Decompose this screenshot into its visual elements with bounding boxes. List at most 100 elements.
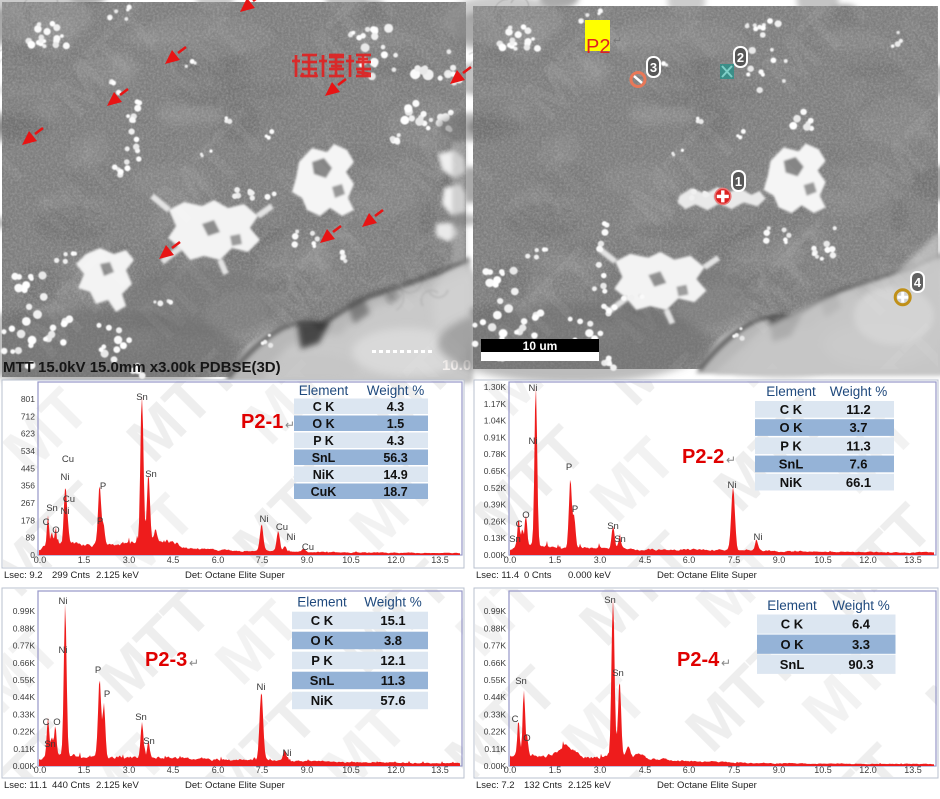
svg-text:12.0: 12.0	[859, 765, 877, 775]
svg-text:13.5: 13.5	[431, 765, 449, 775]
svg-text:Ni: Ni	[61, 472, 70, 483]
svg-text:Ni: Ni	[59, 645, 68, 656]
svg-text:3.7: 3.7	[849, 420, 867, 435]
svg-text:P2-3: P2-3	[145, 649, 187, 671]
svg-text:↵: ↵	[613, 35, 622, 47]
svg-text:Ni: Ni	[529, 383, 538, 394]
svg-text:0 Cnts: 0 Cnts	[524, 570, 552, 581]
svg-text:Ni: Ni	[283, 748, 292, 759]
svg-text:Weight %: Weight %	[832, 598, 890, 613]
svg-text:Sn: Sn	[136, 392, 148, 403]
svg-text:267: 267	[21, 498, 35, 508]
svg-text:0.52K: 0.52K	[484, 483, 507, 493]
svg-text:9.0: 9.0	[301, 555, 314, 565]
svg-text:7.6: 7.6	[849, 457, 867, 472]
svg-text:12.1: 12.1	[380, 653, 405, 668]
svg-text:0.91K: 0.91K	[484, 432, 507, 442]
svg-text:Ni: Ni	[61, 506, 70, 517]
svg-text:4.5: 4.5	[167, 555, 180, 565]
svg-text:Element: Element	[299, 383, 349, 398]
svg-text:SnL: SnL	[780, 657, 805, 672]
svg-text:Lsec: 9.2: Lsec: 9.2	[4, 570, 43, 581]
svg-text:0.88K: 0.88K	[484, 623, 507, 633]
svg-text:9.0: 9.0	[773, 555, 786, 565]
svg-text:Sn: Sn	[46, 503, 58, 514]
svg-text:P K: P K	[780, 438, 802, 453]
svg-text:0.77K: 0.77K	[13, 641, 36, 651]
svg-text:1.5: 1.5	[78, 765, 91, 775]
svg-text:C: C	[516, 519, 523, 530]
svg-text:1: 1	[735, 174, 742, 189]
svg-text:P: P	[97, 516, 103, 527]
svg-text:1.5: 1.5	[78, 555, 91, 565]
svg-text:Ni: Ni	[754, 532, 763, 543]
svg-text:0.0: 0.0	[504, 555, 517, 565]
svg-text:57.6: 57.6	[380, 693, 405, 708]
svg-text:9.0: 9.0	[301, 765, 314, 775]
svg-text:Sn: Sn	[612, 668, 624, 679]
svg-text:Weight %: Weight %	[367, 383, 425, 398]
svg-text:P: P	[104, 689, 110, 700]
svg-text:Element: Element	[297, 595, 347, 610]
svg-text:C K: C K	[313, 400, 335, 414]
svg-text:O K: O K	[780, 637, 804, 652]
svg-text:9.0: 9.0	[773, 765, 786, 775]
svg-text:1.5: 1.5	[549, 555, 562, 565]
svg-text:6.0: 6.0	[683, 765, 696, 775]
svg-text:623: 623	[21, 429, 35, 439]
svg-text:Cu: Cu	[62, 454, 74, 465]
svg-text:11.3: 11.3	[381, 673, 406, 688]
svg-text:Sn: Sn	[44, 739, 56, 750]
svg-text:↵: ↵	[726, 453, 736, 467]
svg-text:356: 356	[21, 481, 35, 491]
svg-text:Weight %: Weight %	[364, 595, 422, 610]
svg-text:0.00K: 0.00K	[484, 550, 507, 560]
svg-text:Lsec: 11.1: Lsec: 11.1	[4, 780, 47, 791]
svg-text:4.5: 4.5	[167, 765, 180, 775]
svg-text:0.55K: 0.55K	[484, 675, 507, 685]
svg-text:0.99K: 0.99K	[484, 606, 507, 616]
svg-text:801: 801	[21, 394, 35, 404]
svg-text:0.13K: 0.13K	[484, 533, 507, 543]
svg-text:1.30K: 1.30K	[484, 382, 507, 392]
svg-text:12.0: 12.0	[387, 555, 405, 565]
svg-text:18.7: 18.7	[383, 485, 407, 499]
svg-text:3.0: 3.0	[594, 765, 607, 775]
svg-text:12.0: 12.0	[387, 765, 405, 775]
svg-text:1.17K: 1.17K	[484, 399, 507, 409]
svg-text:534: 534	[21, 446, 35, 456]
svg-text:440 Cnts: 440 Cnts	[52, 780, 90, 791]
svg-text:↵: ↵	[721, 656, 731, 670]
svg-text:13.5: 13.5	[904, 765, 922, 775]
svg-text:712: 712	[21, 411, 35, 421]
svg-text:Sn: Sn	[604, 595, 616, 606]
svg-text:7.5: 7.5	[256, 555, 269, 565]
svg-text:90.3: 90.3	[848, 657, 873, 672]
svg-text:7.5: 7.5	[728, 555, 741, 565]
svg-text:P K: P K	[311, 653, 333, 668]
svg-text:0.11K: 0.11K	[484, 744, 506, 754]
svg-text:0: 0	[30, 550, 35, 560]
svg-text:10.5: 10.5	[814, 555, 832, 565]
svg-text:Ni: Ni	[257, 682, 266, 693]
svg-text:3: 3	[650, 60, 657, 75]
svg-text:Ni: Ni	[728, 480, 737, 491]
svg-text:14.9: 14.9	[383, 468, 407, 482]
svg-text:Det: Octane Elite Super: Det: Octane Elite Super	[185, 570, 285, 581]
svg-text:Det: Octane Elite Super: Det: Octane Elite Super	[657, 780, 757, 791]
svg-text:6.0: 6.0	[212, 555, 225, 565]
svg-text:C: C	[512, 714, 519, 725]
svg-text:4.5: 4.5	[639, 555, 652, 565]
svg-text:0.55K: 0.55K	[13, 675, 36, 685]
svg-text:NiK: NiK	[313, 468, 335, 482]
svg-text:Sn: Sn	[509, 534, 521, 545]
svg-text:Cu: Cu	[63, 494, 75, 505]
svg-text:P: P	[95, 665, 101, 676]
svg-text:CuK: CuK	[311, 485, 337, 499]
svg-text:SnL: SnL	[779, 457, 804, 472]
svg-text:89: 89	[26, 533, 36, 543]
svg-text:Lsec: 11.4: Lsec: 11.4	[476, 570, 519, 581]
svg-text:6.0: 6.0	[212, 765, 225, 775]
svg-text:3.0: 3.0	[123, 555, 136, 565]
svg-text:10 um: 10 um	[523, 339, 558, 353]
